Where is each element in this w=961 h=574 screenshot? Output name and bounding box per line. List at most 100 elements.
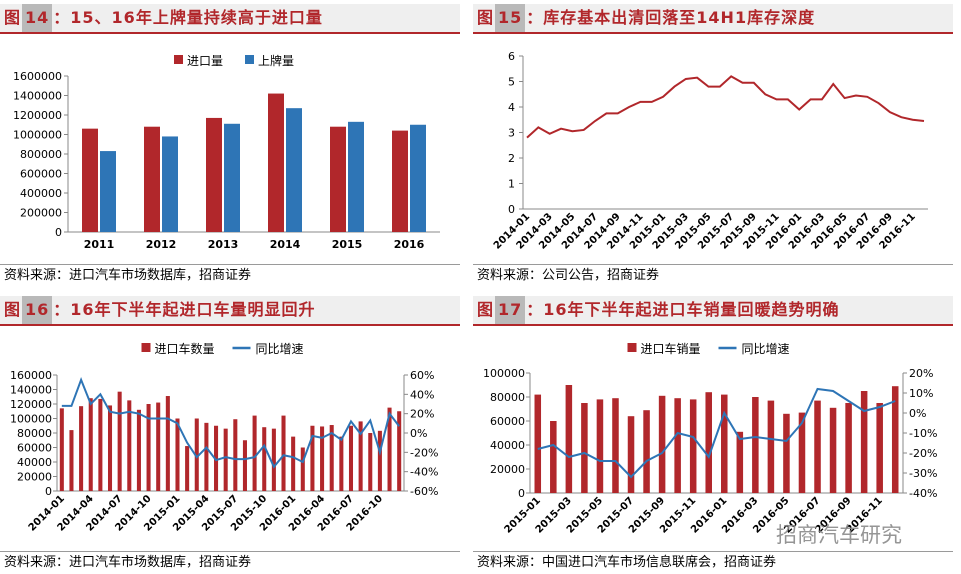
bar (224, 123, 240, 232)
y-tick-label-left: 140000 (10, 384, 52, 397)
y-tick-label: 0 (508, 203, 515, 216)
bar (69, 430, 74, 491)
bar (829, 407, 837, 493)
y-tick-label: 200000 (20, 207, 62, 220)
y-tick-label-left: 40000 (17, 456, 52, 469)
y-tick-label-right: 10% (909, 387, 933, 400)
y-tick-label-right: 60% (410, 369, 434, 382)
bar (214, 425, 219, 491)
figure-number: 17 (495, 296, 526, 324)
y-tick-label-left: 40000 (490, 439, 525, 452)
bar (330, 126, 346, 232)
y-tick-label-left: 20000 (490, 463, 525, 476)
bar (377, 430, 382, 491)
x-tick-label: 2016 (394, 238, 425, 251)
y-tick-label-right: 20% (909, 367, 933, 380)
legend-swatch (174, 55, 183, 64)
y-tick-label-left: 0 (45, 485, 52, 498)
x-tick-label: 2013 (208, 238, 239, 251)
bar (291, 436, 296, 491)
bar (286, 108, 302, 232)
y-tick-label-left: 80000 (490, 391, 525, 404)
bar (329, 425, 334, 491)
figure-number: 14 (22, 4, 53, 32)
bar (262, 427, 267, 491)
bar (117, 391, 122, 491)
x-tick-label: 2015 (332, 238, 363, 251)
bar (658, 395, 666, 493)
y-tick-label-left: 60000 (17, 442, 52, 455)
y-tick-label-left: 100000 (10, 413, 52, 426)
bar (534, 394, 542, 493)
y-tick-label: 600000 (20, 168, 62, 181)
figure-title: 图 16 ：16年下半年起进口车量明显回升 (0, 296, 460, 326)
yoy-growth-line (537, 387, 896, 479)
bar (194, 418, 199, 491)
x-tick-label: 2012 (146, 238, 177, 251)
figure-label: 图 (477, 300, 495, 319)
bar (242, 440, 247, 491)
chart-import-vs-registration: 0 200000 400000 600000 800000 1000000 1200000 1… (13, 54, 440, 251)
figure-title-text: ：库存基本出清回落至14H1库存深度 (526, 8, 816, 27)
bar (612, 398, 619, 493)
bar (876, 403, 883, 493)
y-tick-label-right: 0% (909, 407, 926, 420)
legend-label: 上牌量 (258, 54, 294, 68)
bar (397, 411, 402, 491)
bar (223, 428, 228, 491)
bar (392, 130, 408, 232)
chart-import-sales-monthly: 0 20000 40000 60000 80000 100000 -40% -30% -20% -… (483, 341, 937, 536)
y-tick-label: 3 (508, 127, 515, 140)
figure-number: 15 (495, 4, 526, 32)
figure-16-panel: 图 16 ：16年下半年起进口车量明显回升 0 20000 40000 60000 8000… (0, 296, 460, 574)
y-tick-label: 1600000 (13, 70, 62, 83)
figure-source: 资料来源：中国进口汽车市场信息联席会，招商证券 (473, 551, 953, 574)
legend-label: 进口车销量 (641, 341, 701, 356)
figure-title-text: ：16年下半年起进口车量明显回升 (53, 300, 316, 319)
bar (82, 128, 98, 232)
figure-label: 图 (4, 8, 22, 27)
y-tick-label-right: -40% (410, 466, 438, 479)
bar (689, 399, 697, 493)
bar (310, 425, 315, 491)
bar (268, 93, 284, 232)
y-tick-label: 800000 (20, 148, 62, 161)
bar (339, 436, 344, 491)
y-tick-label-left: 160000 (10, 369, 52, 382)
bar (565, 385, 573, 493)
x-tick-label: 2011 (84, 238, 115, 251)
bar (146, 404, 151, 491)
figure-source: 资料来源：进口汽车市场数据库，招商证券 (0, 264, 460, 287)
bar (705, 392, 712, 493)
bar (300, 447, 305, 491)
y-tick-label-left: 80000 (17, 427, 52, 440)
bar (98, 398, 103, 491)
y-tick-label-right: 20% (410, 408, 434, 421)
y-tick-label: 400000 (20, 187, 62, 200)
bar (233, 419, 238, 491)
y-tick-label-right: -20% (410, 446, 438, 459)
y-tick-label: 6 (508, 50, 515, 63)
bar (814, 400, 821, 493)
y-tick-label-left: 120000 (10, 398, 52, 411)
bar (156, 402, 161, 491)
y-tick-label-right: 40% (410, 388, 434, 401)
y-tick-label-right: -10% (909, 427, 937, 440)
bar (752, 397, 759, 493)
x-tick-label: 2014 (270, 238, 301, 251)
bar (175, 418, 180, 491)
chart-inventory-depth: 01234562014-012014-032014-052014-072014-… (492, 50, 928, 252)
figure-title: 图 15 ：库存基本出清回落至14H1库存深度 (473, 4, 953, 34)
figure-number: 16 (22, 296, 53, 324)
bar (88, 398, 93, 491)
bar (107, 405, 113, 491)
bar (721, 394, 728, 493)
figure-label: 图 (477, 8, 495, 27)
bar (643, 410, 650, 493)
legend-swatch (627, 343, 637, 352)
bar (891, 386, 899, 493)
y-tick-label-left: 0 (518, 487, 525, 500)
bar (581, 403, 588, 493)
bar (144, 126, 160, 232)
bar (204, 422, 209, 491)
